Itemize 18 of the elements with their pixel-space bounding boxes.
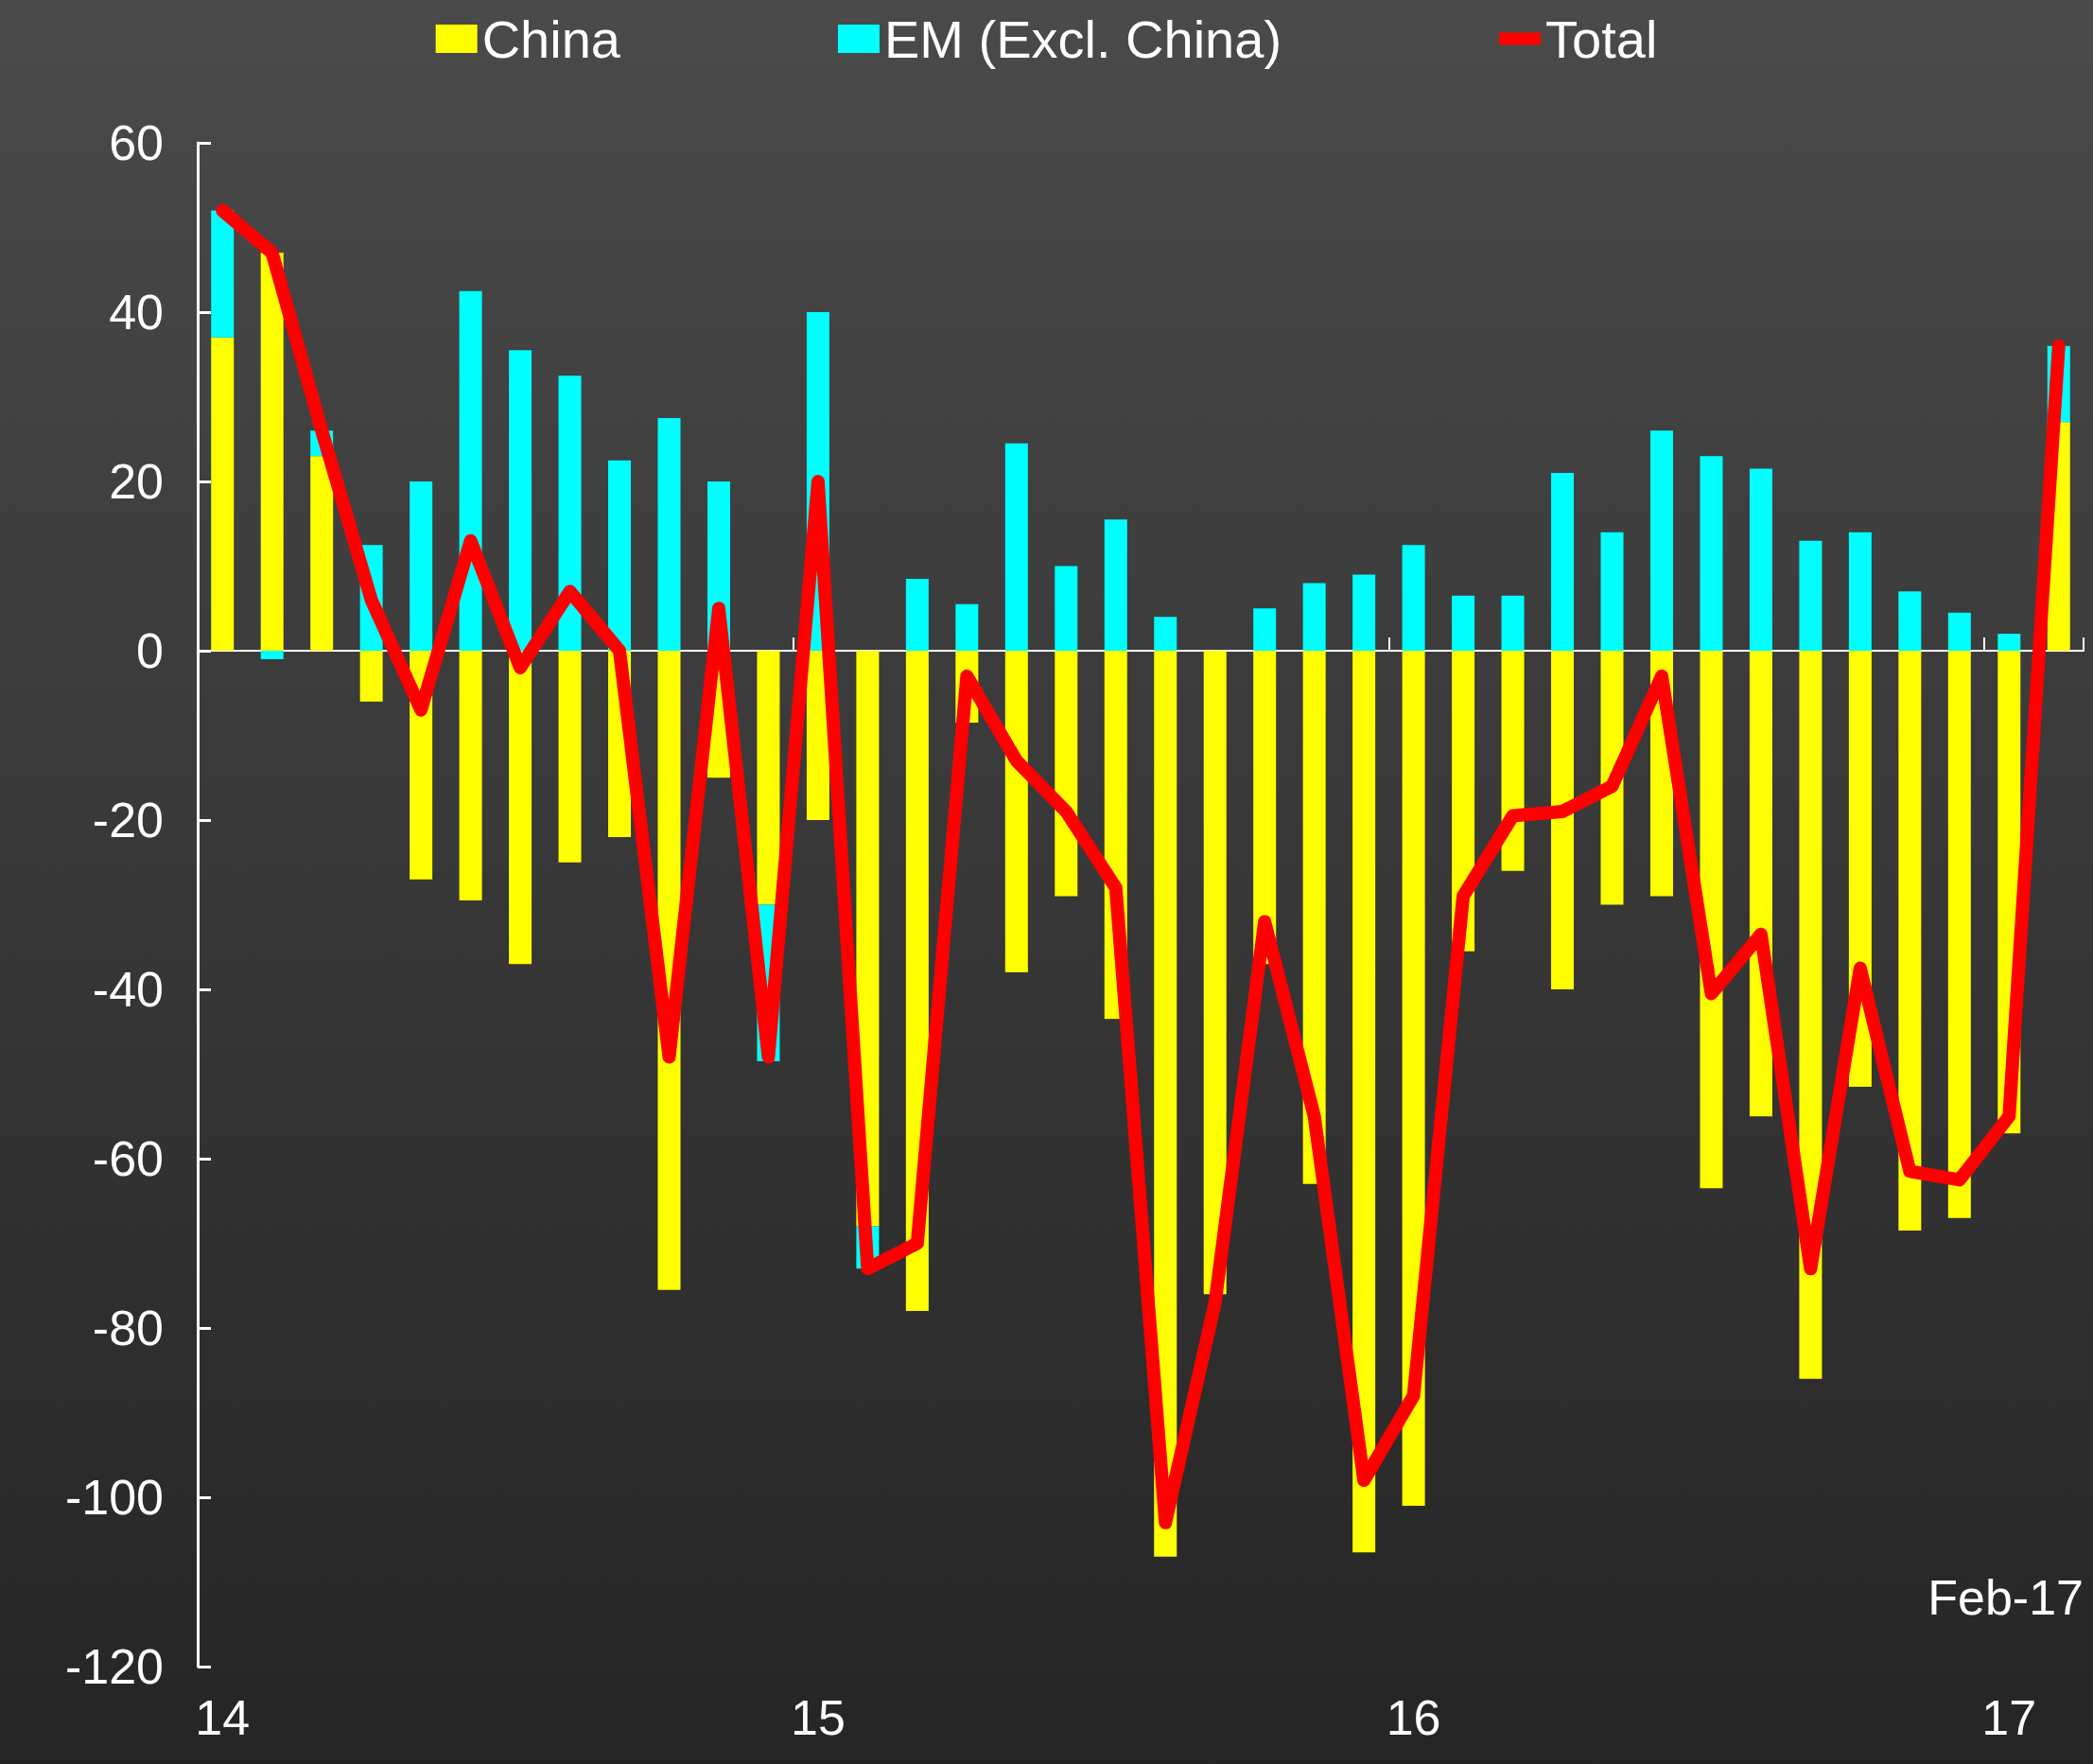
x-tick-label: 15 xyxy=(791,1690,846,1745)
y-tick-label: -120 xyxy=(64,1639,164,1694)
legend-label: Total xyxy=(1545,9,1658,69)
y-tick-label: -20 xyxy=(92,793,164,847)
y-tick-label: -100 xyxy=(64,1470,164,1525)
y-tick-label: -80 xyxy=(92,1301,164,1355)
x-tick-label: 17 xyxy=(1981,1690,2037,1745)
y-tick-label: -40 xyxy=(92,962,164,1017)
x-tick-label: 14 xyxy=(195,1690,251,1745)
y-tick-label: -60 xyxy=(92,1131,164,1186)
x-tick-label: 16 xyxy=(1386,1690,1441,1745)
legend-label: EM (Excl. China) xyxy=(883,9,1282,69)
y-tick-label: 0 xyxy=(136,623,164,678)
annotation: Feb-17 xyxy=(1927,1570,2084,1625)
y-tick-label: 40 xyxy=(109,285,164,340)
legend-label: China xyxy=(481,9,621,69)
y-tick-label: 20 xyxy=(109,454,164,509)
y-tick-label: 60 xyxy=(109,115,164,170)
